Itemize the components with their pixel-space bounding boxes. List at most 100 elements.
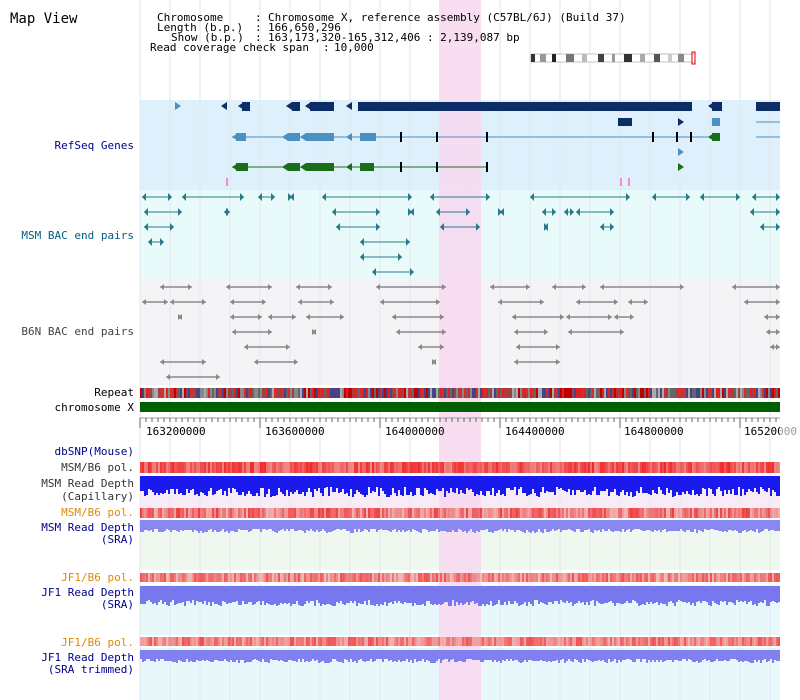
read-depth-bar xyxy=(478,520,480,532)
read-depth-bar xyxy=(570,476,572,495)
read-depth-bar xyxy=(718,520,720,531)
read-depth-bar xyxy=(306,650,308,661)
read-depth-bar xyxy=(194,650,196,662)
refseq-genes-track[interactable] xyxy=(175,102,780,186)
read-depth-bar xyxy=(656,586,658,602)
polymorphism-cell xyxy=(684,508,686,518)
label-msm-depth-cap-1[interactable]: MSM Read Depth xyxy=(41,477,134,490)
read-depth-tracks[interactable] xyxy=(140,476,780,663)
polymorphism-cell xyxy=(164,637,166,646)
polymorphism-tracks[interactable] xyxy=(140,462,780,646)
polymorphism-cell xyxy=(686,637,688,646)
read-depth-bar xyxy=(436,586,438,605)
polymorphism-cell xyxy=(160,637,162,646)
gene-exon xyxy=(756,102,780,111)
label-refseq[interactable]: RefSeq Genes xyxy=(55,139,134,152)
read-depth-bar xyxy=(242,520,244,530)
label-dbsnp[interactable]: dbSNP(Mouse) xyxy=(55,445,134,458)
msm-bac-track[interactable] xyxy=(142,193,780,276)
repeat-element xyxy=(428,388,430,398)
b6n-bac-track[interactable] xyxy=(142,284,780,380)
polymorphism-cell xyxy=(676,573,678,582)
repeat-element xyxy=(614,388,616,398)
polymorphism-cell xyxy=(260,508,262,518)
bac-end xyxy=(526,284,530,290)
read-depth-bar xyxy=(740,650,742,661)
chromosome-ideogram[interactable] xyxy=(530,51,696,65)
polymorphism-cell xyxy=(156,637,158,646)
polymorphism-cell xyxy=(320,637,322,646)
polymorphism-cell xyxy=(330,462,332,473)
polymorphism-cell xyxy=(338,637,340,646)
read-depth-bar xyxy=(354,586,356,601)
repeat-track[interactable] xyxy=(140,388,780,398)
polymorphism-cell xyxy=(450,462,452,473)
read-depth-bar xyxy=(752,476,754,492)
read-depth-bar xyxy=(374,650,376,661)
polymorphism-cell xyxy=(690,637,692,646)
polymorphism-cell xyxy=(594,508,596,518)
polymorphism-cell xyxy=(546,637,548,646)
repeat-element xyxy=(200,388,202,398)
read-depth-bar xyxy=(564,586,566,603)
label-msm-bac[interactable]: MSM BAC end pairs xyxy=(21,229,134,242)
bac-end xyxy=(436,208,440,216)
polymorphism-cell xyxy=(536,462,538,473)
label-jf1-pol-2[interactable]: JF1/B6 pol. xyxy=(61,636,134,649)
polymorphism-cell xyxy=(460,462,462,473)
gene-arrow xyxy=(678,148,684,156)
read-depth-bar xyxy=(344,476,346,494)
polymorphism-cell xyxy=(730,637,732,646)
read-depth-bar xyxy=(288,476,290,496)
label-msm-pol-1[interactable]: MSM/B6 pol. xyxy=(61,461,134,474)
polymorphism-cell xyxy=(250,573,252,582)
polymorphism-cell xyxy=(670,637,672,646)
read-depth-bar xyxy=(444,520,446,531)
label-msm-pol-2[interactable]: MSM/B6 pol. xyxy=(61,506,134,519)
ideogram-band xyxy=(582,54,587,62)
polymorphism-cell xyxy=(160,573,162,582)
polymorphism-cell xyxy=(244,462,246,473)
polymorphism-cell xyxy=(534,637,536,646)
highlight-region[interactable] xyxy=(439,0,481,700)
bac-end xyxy=(262,299,266,305)
read-depth-bar xyxy=(374,520,376,529)
polymorphism-cell xyxy=(166,462,168,473)
repeat-element xyxy=(360,388,362,398)
polymorphism-cell xyxy=(218,508,220,518)
polymorphism-cell xyxy=(610,462,612,473)
label-msm-depth-sra-1[interactable]: MSM Read Depth xyxy=(41,521,134,534)
label-jf1-depth-trim-1[interactable]: JF1 Read Depth xyxy=(41,651,134,664)
read-depth-bar xyxy=(656,520,658,531)
polymorphism-cell xyxy=(146,462,148,473)
label-chromosome[interactable]: chromosome X xyxy=(55,401,135,414)
read-depth-bar xyxy=(664,650,666,661)
polymorphism-cell xyxy=(552,637,554,646)
read-depth-bar xyxy=(692,520,694,532)
polymorphism-cell xyxy=(264,573,266,582)
polymorphism-cell xyxy=(502,508,504,518)
polymorphism-cell xyxy=(464,637,466,646)
polymorphism-cell xyxy=(684,637,686,646)
read-depth-bar xyxy=(398,650,400,660)
chromosome-bar[interactable] xyxy=(140,402,780,412)
label-jf1-depth-sra-1[interactable]: JF1 Read Depth xyxy=(41,586,134,599)
bac-end xyxy=(376,208,380,216)
polymorphism-cell xyxy=(216,573,218,582)
polymorphism-cell xyxy=(360,573,362,582)
polymorphism-cell xyxy=(704,637,706,646)
label-repeat[interactable]: Repeat xyxy=(94,386,134,399)
polymorphism-cell xyxy=(514,637,516,646)
label-b6n-bac[interactable]: B6N BAC end pairs xyxy=(21,325,134,338)
read-depth-bar xyxy=(520,586,522,605)
polymorphism-cell xyxy=(726,462,728,473)
read-depth-bar xyxy=(444,650,446,659)
repeat-element xyxy=(604,388,606,398)
read-depth-bar xyxy=(606,586,608,603)
repeat-element xyxy=(532,388,534,398)
repeat-element xyxy=(364,388,366,398)
polymorphism-cell xyxy=(436,508,438,518)
label-jf1-pol-1[interactable]: JF1/B6 pol. xyxy=(61,571,134,584)
read-depth-bar xyxy=(150,650,152,661)
polymorphism-cell xyxy=(204,462,206,473)
